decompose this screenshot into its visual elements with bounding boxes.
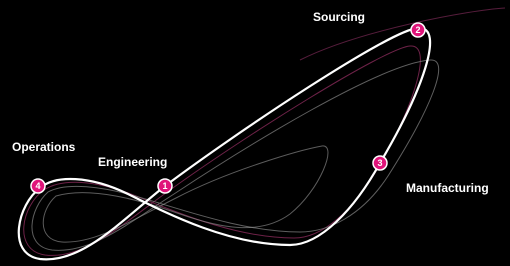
node-label: Sourcing	[313, 10, 365, 24]
node-label: Engineering	[98, 155, 167, 169]
node-label: Manufacturing	[406, 181, 489, 195]
node-number: 3	[377, 158, 382, 168]
page: Engineering 1 Sourcing 2 Manufacturing 3…	[0, 0, 510, 266]
node-number: 4	[35, 181, 40, 191]
node-number: 2	[415, 25, 420, 35]
node-label: Operations	[12, 140, 76, 154]
diagram: Engineering 1 Sourcing 2 Manufacturing 3…	[0, 0, 510, 266]
node-number: 1	[162, 181, 167, 191]
background	[0, 0, 510, 266]
